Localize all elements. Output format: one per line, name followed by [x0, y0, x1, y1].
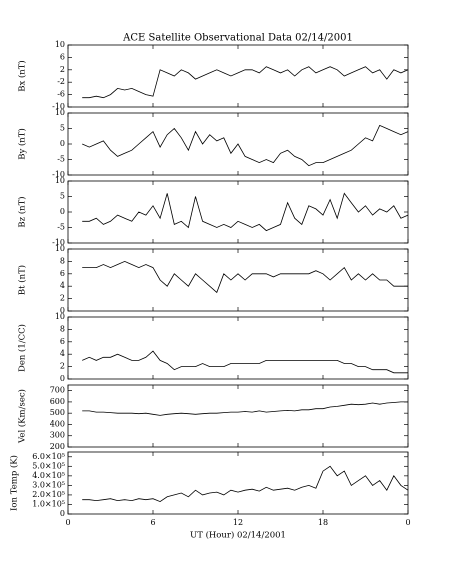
x-axis-label: UT (Hour) 02/14/2001 [190, 530, 286, 541]
y-tick-label: 600 [50, 397, 65, 406]
panel-frame [67, 44, 409, 108]
y-tick-label: 4.0×10⁵ [32, 471, 65, 480]
y-tick-label: 8 [60, 256, 65, 265]
x-tick-label: 0 [405, 518, 410, 527]
x-tick-label: 18 [318, 518, 328, 527]
y-tick-label: 4 [60, 281, 65, 290]
y-axis-label: Bx (nT) [17, 60, 28, 92]
y-tick-label: 400 [50, 419, 65, 428]
y-tick-label: 10 [55, 312, 65, 321]
data-line [82, 350, 408, 374]
panel-frame [67, 248, 409, 312]
y-tick-label: 10 [55, 108, 65, 117]
y-tick-label: 0 [60, 374, 65, 383]
y-axis-label: Bz (nT) [17, 196, 28, 227]
y-tick-label: -6 [57, 90, 65, 99]
data-line [82, 192, 409, 232]
y-tick-label: -10 [52, 102, 65, 111]
y-tick-label: 2 [60, 362, 65, 371]
x-tick-label: 6 [150, 518, 155, 527]
data-line [82, 401, 408, 416]
y-axis-label: Bt (nT) [17, 265, 28, 295]
y-tick-label: 4 [60, 349, 65, 358]
y-tick-label: 10 [55, 176, 65, 185]
panel-frame [67, 316, 409, 380]
data-line [82, 124, 409, 167]
y-tick-label: 0 [60, 306, 65, 315]
y-tick-label: 5.0×10⁵ [32, 461, 65, 470]
y-tick-label: 0 [60, 207, 65, 216]
y-tick-label: 3.0×10⁵ [32, 480, 65, 489]
y-tick-label: 2.0×10⁵ [32, 490, 65, 499]
y-axis-label: By (nT) [17, 128, 28, 160]
y-tick-label: 10 [55, 244, 65, 253]
y-tick-label: 6.0×10⁵ [32, 452, 65, 461]
data-line [82, 465, 409, 503]
data-line [82, 260, 408, 294]
y-tick-label: 700 [50, 386, 65, 395]
panel-frame [67, 384, 409, 448]
y-tick-label: 200 [50, 442, 65, 451]
x-tick-label: 0 [65, 518, 70, 527]
y-tick-label: 500 [50, 408, 65, 417]
y-tick-label: 6 [60, 269, 65, 278]
y-tick-label: 10 [55, 40, 65, 49]
panel-frame [67, 451, 409, 515]
y-tick-label: 6 [60, 337, 65, 346]
y-tick-label: 2 [60, 65, 65, 74]
y-tick-label: 5 [60, 124, 65, 133]
data-line [82, 66, 409, 99]
y-tick-label: 0 [60, 139, 65, 148]
y-tick-label: -10 [52, 238, 65, 247]
y-axis-label: Ion Temp (K) [9, 455, 20, 511]
x-tick-label: 12 [233, 518, 243, 527]
y-tick-label: 5 [60, 192, 65, 201]
y-axis-label: Vel (Km/sec) [17, 389, 28, 444]
chart-title: ACE Satellite Observational Data 02/14/2… [122, 33, 353, 44]
y-tick-label: 8 [60, 324, 65, 333]
y-tick-label: 0 [60, 509, 65, 518]
panel-frame [67, 180, 409, 244]
y-tick-label: 6 [60, 52, 65, 61]
y-tick-label: -10 [52, 170, 65, 179]
y-axis-label: Den (1/CC) [17, 324, 28, 372]
y-tick-label: 1.0×10⁵ [32, 499, 65, 508]
y-tick-label: -5 [57, 223, 65, 232]
y-tick-label: -2 [57, 77, 65, 86]
y-tick-label: -5 [57, 155, 65, 164]
y-tick-label: 2 [60, 294, 65, 303]
y-tick-label: 300 [50, 431, 65, 440]
